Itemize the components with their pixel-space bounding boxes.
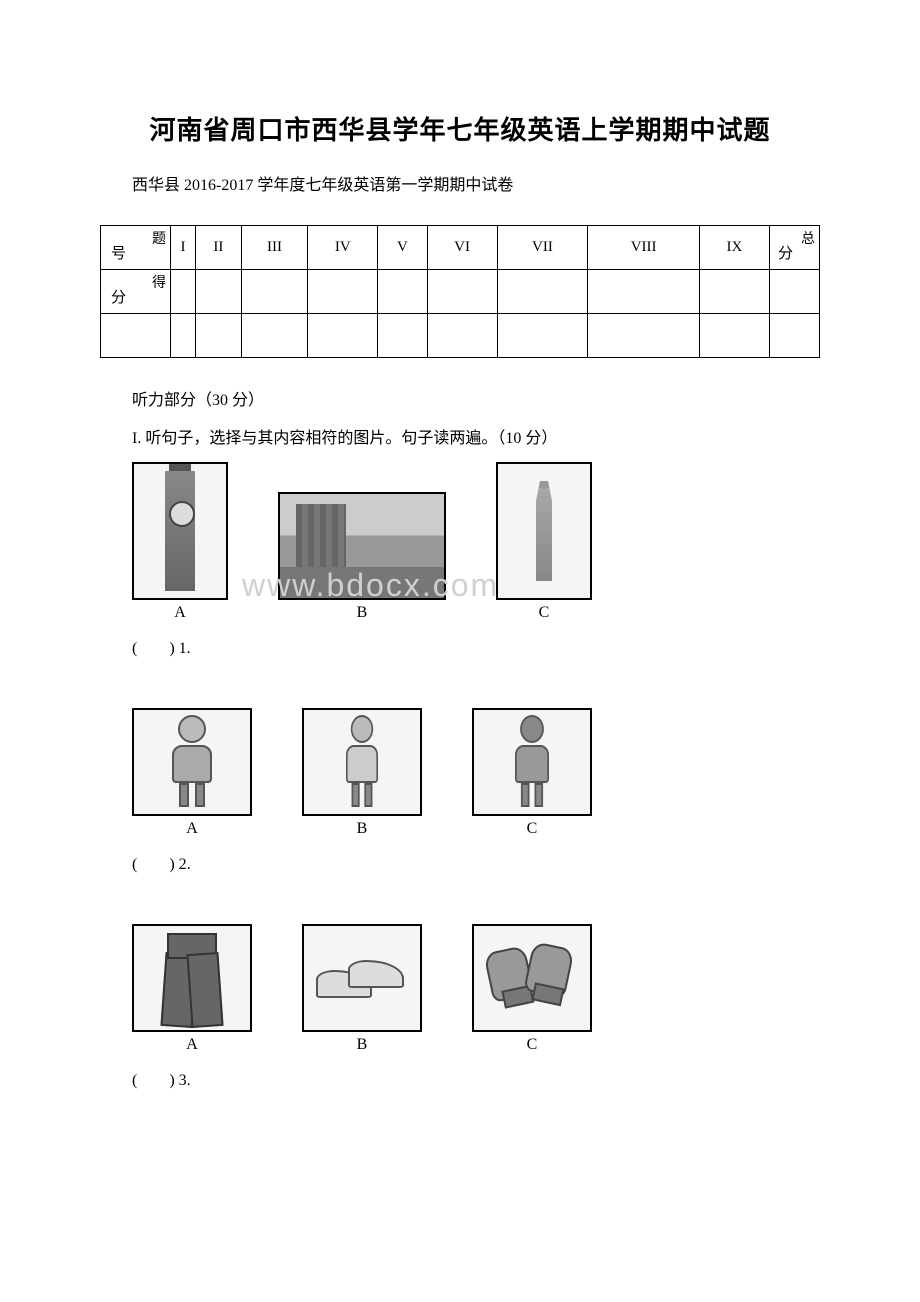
option-label: A: [186, 820, 198, 838]
question-1-images: A B C www.bdocx.com: [132, 462, 820, 622]
answer-blank-1[interactable]: ( ) 1.: [132, 634, 820, 658]
table-row: 得分: [101, 270, 820, 314]
score-cell: [588, 270, 700, 314]
question-2-images: A B C: [132, 708, 820, 838]
listening-instruction: I. 听句子，选择与其内容相符的图片。句子读两遍。（10 分）: [100, 424, 820, 448]
option-a: A: [132, 708, 252, 838]
option-b: B: [278, 492, 446, 622]
option-c: C: [496, 462, 592, 622]
header-score: 得分: [101, 270, 171, 314]
empty-cell: [171, 314, 196, 358]
option-a: A: [132, 462, 228, 622]
score-cell: [497, 270, 588, 314]
score-cell: [427, 270, 497, 314]
score-cell: [699, 270, 769, 314]
option-c: C: [472, 924, 592, 1054]
table-row: [101, 314, 820, 358]
empty-cell: [308, 314, 378, 358]
empty-cell: [497, 314, 588, 358]
score-cell: [171, 270, 196, 314]
option-c: C: [472, 708, 592, 838]
empty-cell: [195, 314, 241, 358]
col-6: VI: [427, 226, 497, 270]
subtitle: 西华县 2016-2017 学年度七年级英语第一学期期中试卷: [100, 171, 820, 195]
col-5: V: [378, 226, 427, 270]
image-shoes: [302, 924, 422, 1032]
score-cell: [378, 270, 427, 314]
empty-cell: [770, 314, 820, 358]
option-a: A: [132, 924, 252, 1054]
score-cell: [195, 270, 241, 314]
empty-cell: [588, 314, 700, 358]
image-pants: [132, 924, 252, 1032]
col-2: II: [195, 226, 241, 270]
answer-blank-3[interactable]: ( ) 3.: [132, 1066, 820, 1090]
option-label: A: [174, 604, 186, 622]
header-total: 总分: [770, 226, 820, 270]
header-question-number: 题号: [101, 226, 171, 270]
option-label: B: [357, 604, 368, 622]
image-great-wall: [278, 492, 446, 600]
score-cell: [308, 270, 378, 314]
col-8: VIII: [588, 226, 700, 270]
answer-blank-2[interactable]: ( ) 2.: [132, 850, 820, 874]
image-girl-side: [472, 708, 592, 816]
col-4: IV: [308, 226, 378, 270]
empty-cell: [241, 314, 308, 358]
page-title: 河南省周口市西华县学年七年级英语上学期期中试题: [100, 110, 820, 147]
option-label: A: [186, 1036, 198, 1054]
empty-cell: [427, 314, 497, 358]
col-1: I: [171, 226, 196, 270]
col-7: VII: [497, 226, 588, 270]
option-label: B: [357, 1036, 368, 1054]
option-b: B: [302, 708, 422, 838]
empty-cell: [378, 314, 427, 358]
empty-cell: [699, 314, 769, 358]
table-row: 题号 I II III IV V VI VII VIII IX 总分: [101, 226, 820, 270]
image-gloves: [472, 924, 592, 1032]
empty-cell: [101, 314, 171, 358]
option-label: B: [357, 820, 368, 838]
option-label: C: [527, 820, 538, 838]
option-label: C: [539, 604, 550, 622]
option-label: C: [527, 1036, 538, 1054]
listening-section-title: 听力部分（30 分）: [100, 386, 820, 410]
question-3-images: A B C: [132, 924, 820, 1054]
image-big-ben: [132, 462, 228, 600]
score-cell: [770, 270, 820, 314]
col-9: IX: [699, 226, 769, 270]
col-3: III: [241, 226, 308, 270]
image-statue-liberty: [496, 462, 592, 600]
score-cell: [241, 270, 308, 314]
image-boy-front: [132, 708, 252, 816]
option-b: B: [302, 924, 422, 1054]
score-table: 题号 I II III IV V VI VII VIII IX 总分 得分: [100, 225, 820, 358]
image-person-side: [302, 708, 422, 816]
